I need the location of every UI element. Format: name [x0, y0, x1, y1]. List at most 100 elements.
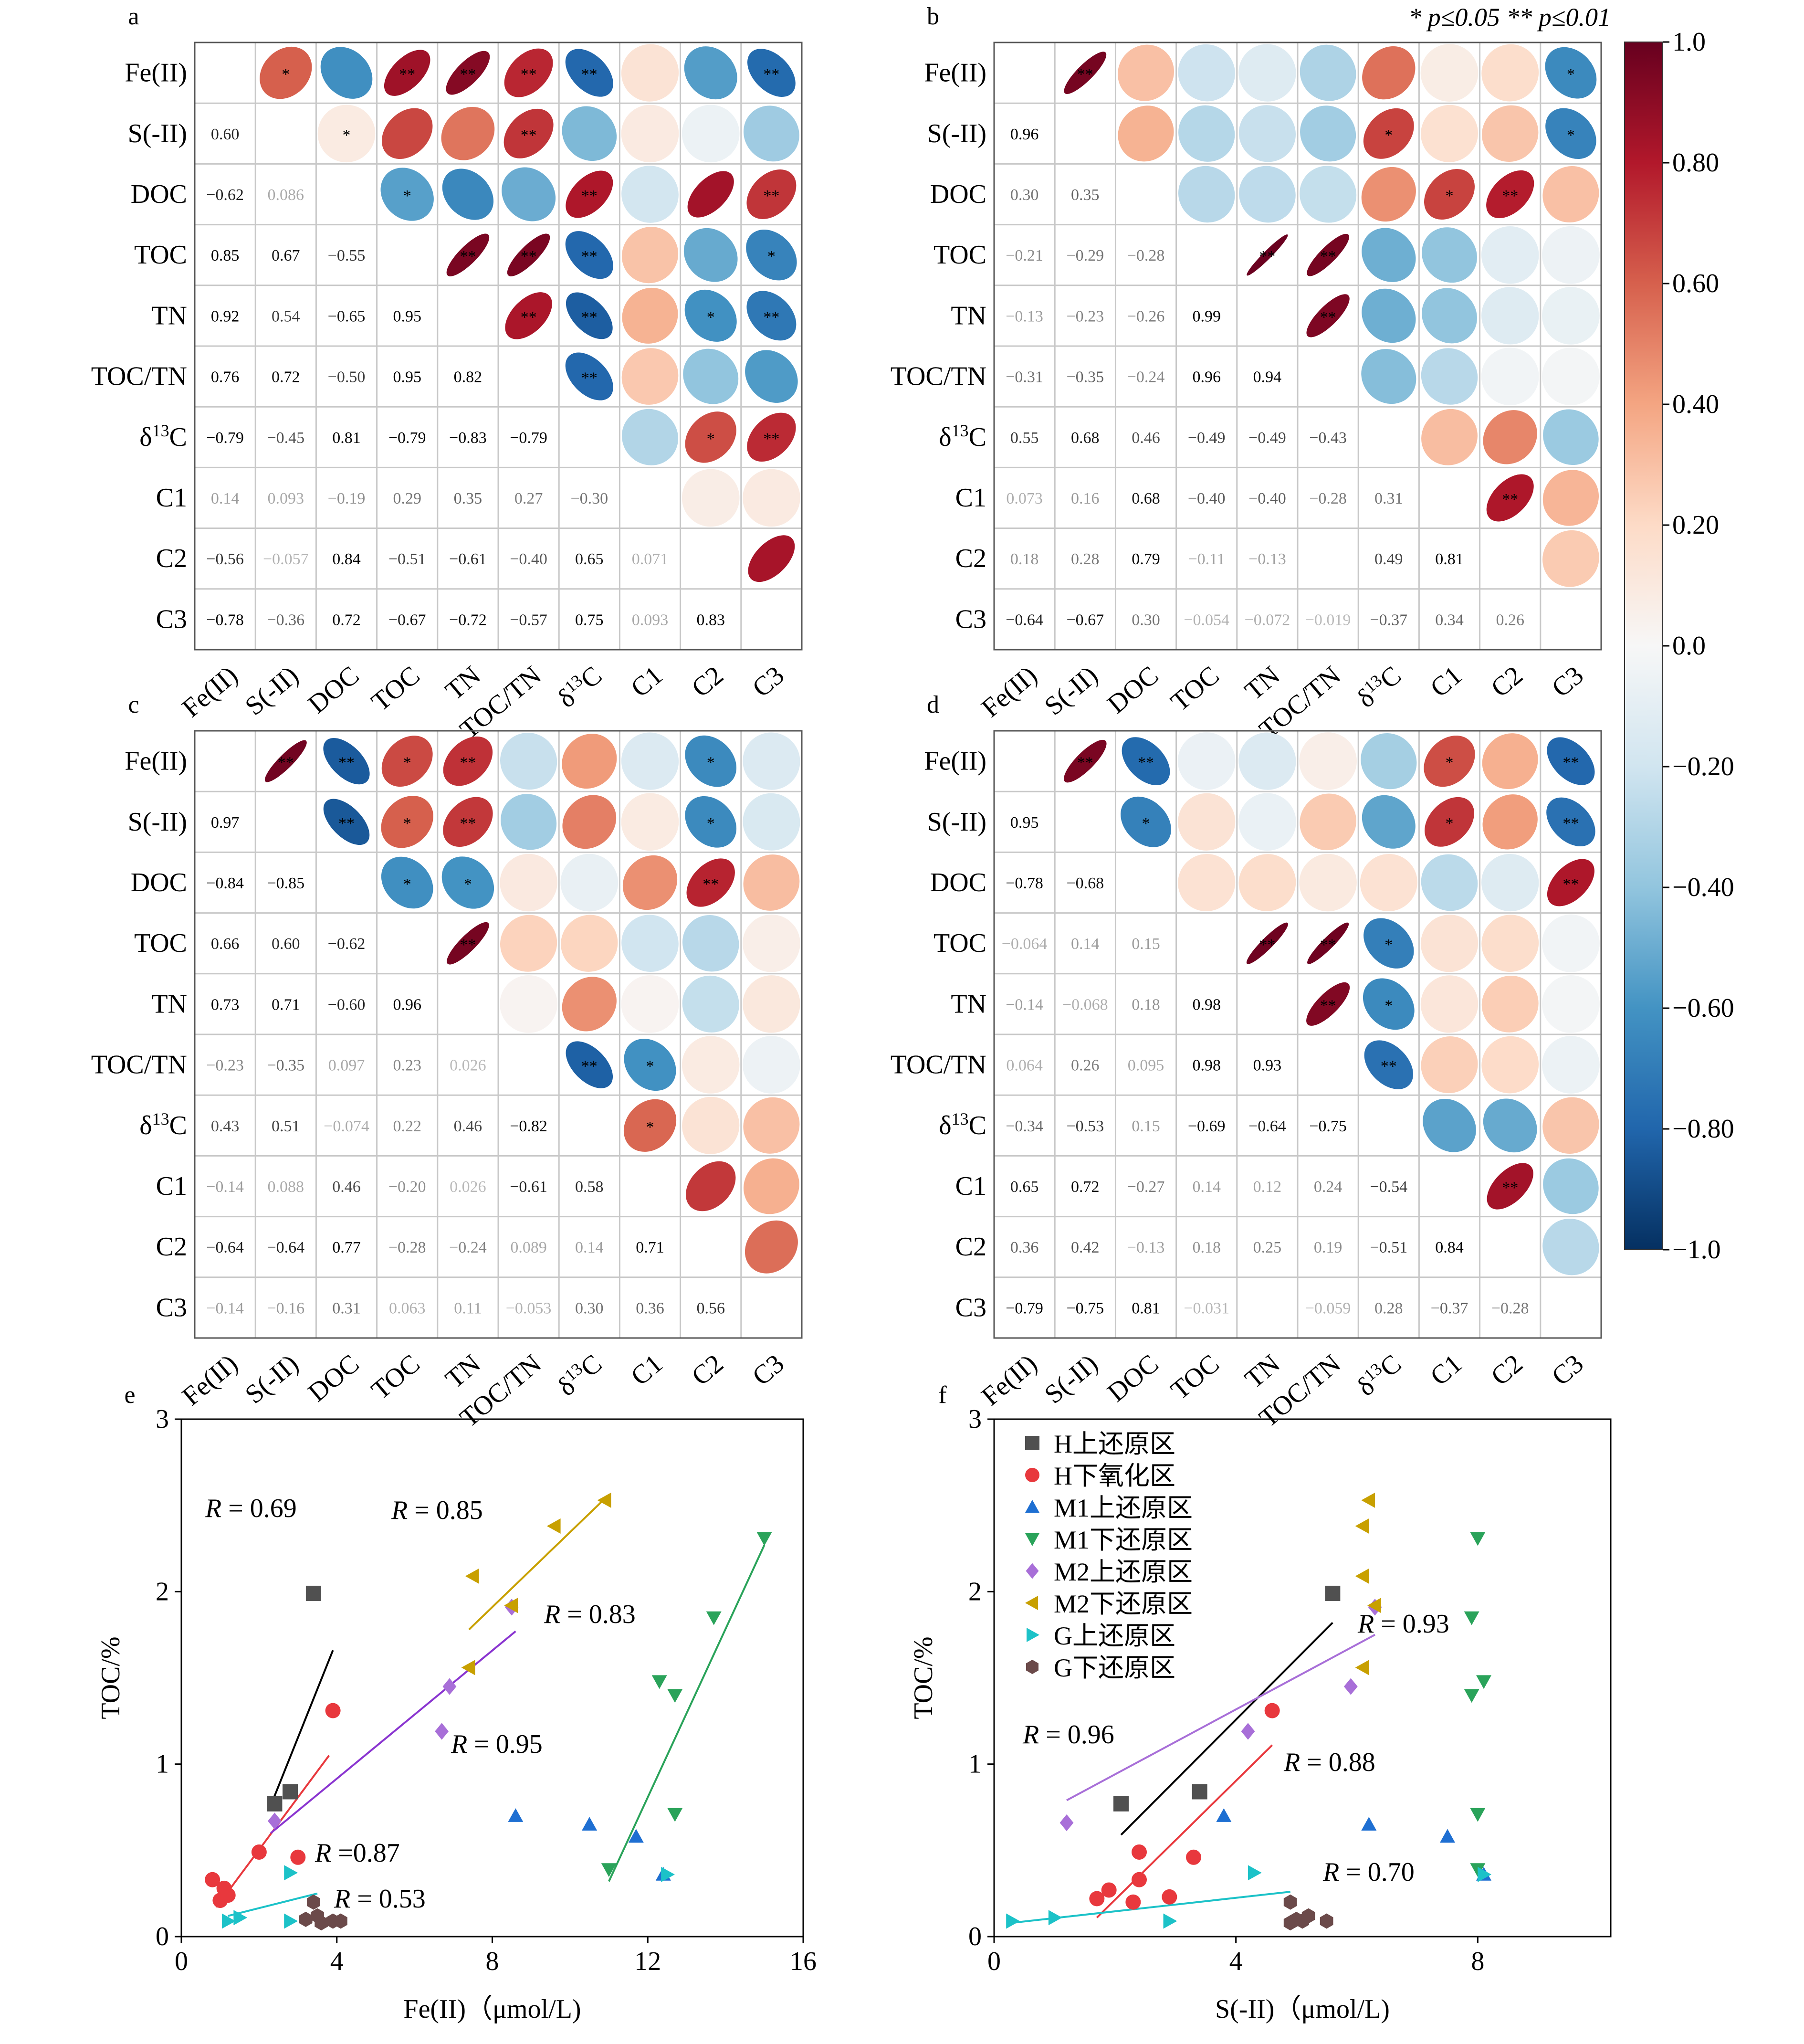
r-annotation: R = 0.53 — [334, 1884, 426, 1914]
data-point — [267, 1796, 283, 1812]
corr-value: −0.27 — [1127, 1178, 1165, 1196]
col-label-c3: C3 — [747, 660, 790, 703]
corr-value: 0.088 — [268, 1178, 304, 1196]
significance-mark: ** — [581, 66, 598, 84]
corr-value: −0.28 — [1127, 247, 1165, 264]
corr-value: −0.053 — [506, 1299, 552, 1317]
corr-ellipse — [1178, 793, 1236, 851]
corr-ellipse — [441, 106, 495, 160]
corr-value: −0.37 — [1431, 1299, 1468, 1317]
row-label-c3: C3 — [156, 604, 187, 634]
significance-mark: ** — [581, 248, 598, 265]
data-point — [1125, 1894, 1141, 1910]
col-label-tn: TN — [440, 1349, 486, 1394]
corr-value: 0.43 — [211, 1117, 240, 1135]
corr-ellipse — [323, 799, 370, 845]
fit-line — [608, 1544, 766, 1882]
row-label-c3: C3 — [955, 1293, 986, 1322]
significance-mark: ** — [338, 754, 355, 772]
col-label-c2: C2 — [1486, 1349, 1529, 1391]
corr-ellipse — [682, 915, 739, 972]
corr-value: 0.72 — [272, 369, 300, 386]
corr-ellipse — [1121, 796, 1171, 847]
significance-mark: ** — [1502, 491, 1518, 508]
corr-ellipse — [743, 469, 800, 527]
heatmap-frame — [993, 42, 1602, 651]
data-point — [1320, 1913, 1333, 1929]
corr-value: −0.45 — [267, 429, 304, 447]
corr-value: −0.75 — [1309, 1117, 1347, 1135]
corr-value: 0.27 — [514, 490, 543, 507]
corr-value: −0.23 — [1066, 307, 1104, 325]
significance-mark: ** — [1320, 936, 1336, 954]
col-label-tn: TN — [440, 660, 486, 706]
col-label-doc: DOC — [303, 1349, 365, 1407]
significance-mark: * — [1384, 997, 1393, 1014]
corr-ellipse — [687, 171, 734, 218]
corr-ellipse — [1178, 166, 1235, 223]
row-label-doc: DOC — [131, 179, 187, 209]
corr-ellipse — [622, 855, 678, 910]
corr-value: −0.72 — [449, 611, 487, 629]
data-point — [1478, 1866, 1491, 1882]
data-point — [1476, 1675, 1491, 1689]
corr-ellipse — [1360, 853, 1417, 912]
corr-ellipse — [1542, 914, 1600, 972]
corr-value: −0.14 — [206, 1299, 244, 1317]
corr-value: −0.11 — [1188, 550, 1225, 568]
significance-mark: ** — [460, 936, 476, 954]
corr-ellipse — [621, 793, 679, 851]
significance-mark: ** — [763, 430, 779, 448]
significance-mark: ** — [581, 308, 598, 326]
data-point — [251, 1844, 267, 1860]
corr-ellipse — [621, 166, 679, 223]
corr-value: −0.13 — [1127, 1239, 1165, 1256]
corr-value: 0.96 — [1010, 126, 1039, 143]
corr-ellipse — [1118, 105, 1174, 162]
corr-ellipse — [1064, 52, 1107, 94]
corr-ellipse — [1362, 228, 1416, 282]
corr-ellipse — [1306, 982, 1350, 1026]
row-label-toc-tn: TOC/TN — [891, 1050, 986, 1080]
col-label-c1: C1 — [625, 660, 668, 703]
corr-value: 0.29 — [393, 490, 421, 507]
corr-value: −0.49 — [1188, 429, 1226, 447]
corr-ellipse — [624, 1039, 676, 1091]
row-label-doc: DOC — [131, 868, 187, 897]
significance-mark: ** — [521, 308, 537, 326]
row-label-tn: TN — [151, 989, 187, 1019]
corr-value: 0.11 — [454, 1299, 482, 1317]
corr-value: 0.67 — [272, 247, 300, 264]
significance-mark: ** — [1138, 754, 1154, 772]
corr-value: 0.96 — [393, 996, 421, 1013]
data-point — [220, 1887, 236, 1903]
corr-ellipse — [1545, 47, 1597, 99]
corr-value: −0.28 — [1309, 490, 1347, 507]
corr-value: 0.35 — [454, 490, 482, 507]
corr-ellipse — [1481, 105, 1539, 162]
corr-ellipse — [1362, 46, 1416, 100]
y-tick-label: 2 — [156, 1577, 169, 1606]
corr-ellipse — [1542, 1218, 1599, 1275]
corr-value: 0.34 — [1435, 611, 1464, 629]
corr-value: 0.55 — [1010, 429, 1039, 447]
corr-ellipse — [685, 1161, 736, 1212]
col-label-13c: δ13C — [551, 1348, 608, 1402]
corr-ellipse — [507, 233, 550, 276]
corr-value: −0.69 — [1188, 1117, 1226, 1135]
corr-ellipse — [1422, 227, 1477, 283]
corr-value: −0.64 — [1248, 1117, 1286, 1135]
corr-value: 0.81 — [1435, 550, 1464, 568]
corr-value: −0.62 — [328, 935, 366, 953]
colorbar-tick-label: 0.80 — [1672, 148, 1719, 178]
corr-value: −0.53 — [1066, 1117, 1104, 1135]
corr-value: 0.76 — [211, 369, 240, 386]
corr-value: −0.64 — [1006, 611, 1043, 629]
data-point — [1101, 1882, 1117, 1898]
corr-value: 0.81 — [1132, 1299, 1160, 1317]
data-point — [651, 1675, 667, 1689]
corr-value: 0.83 — [696, 611, 725, 629]
col-label-tn: TN — [1239, 1349, 1286, 1394]
corr-ellipse — [1481, 1036, 1539, 1094]
corr-ellipse — [621, 915, 679, 972]
